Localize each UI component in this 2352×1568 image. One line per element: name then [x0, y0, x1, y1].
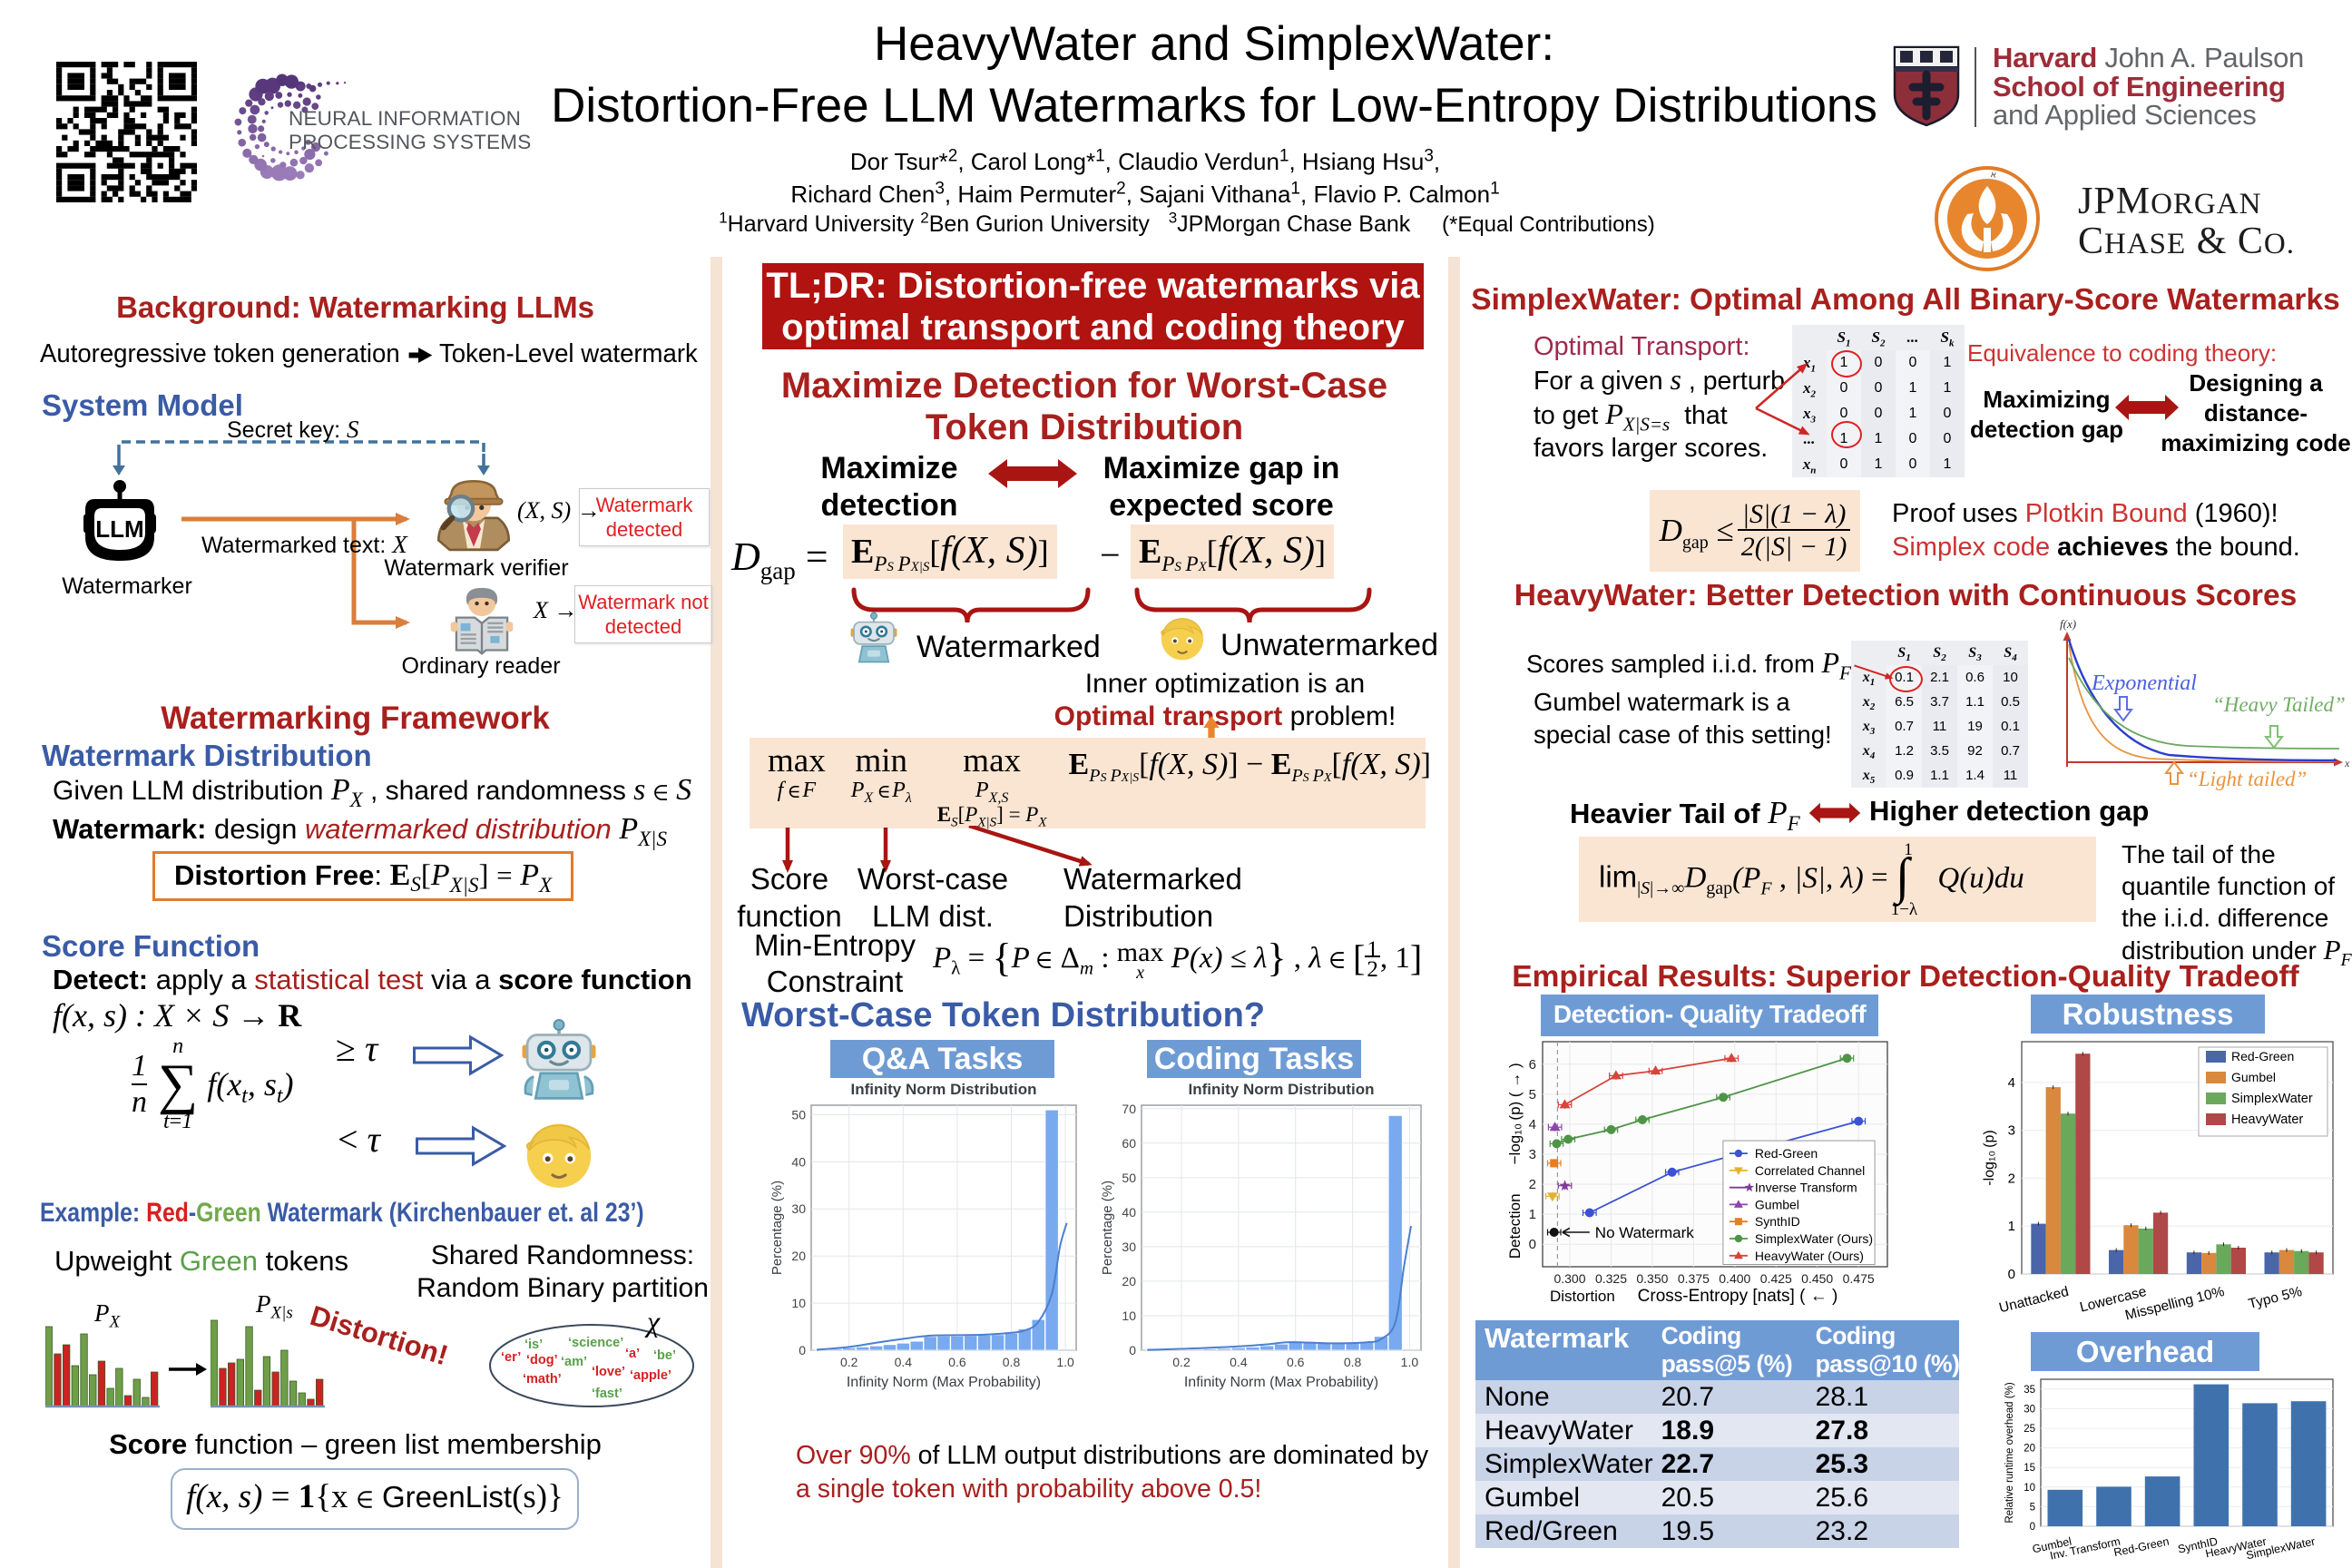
- svg-text:Red-Green: Red-Green: [1755, 1146, 1818, 1161]
- svg-text:0.400: 0.400: [1719, 1271, 1750, 1286]
- svg-text:Gumbel: Gumbel: [1755, 1197, 1799, 1211]
- svg-text:3: 3: [1529, 1147, 1536, 1162]
- svg-text:10: 10: [2024, 1483, 2035, 1494]
- svg-text:Infinity Norm (Max Probability: Infinity Norm (Max Probability): [1184, 1375, 1378, 1390]
- svg-text:Percentage (%): Percentage (%): [769, 1181, 785, 1275]
- svg-text:0.350: 0.350: [1636, 1271, 1668, 1286]
- svg-text:4: 4: [2008, 1075, 2015, 1091]
- svg-text:1.0: 1.0: [1056, 1355, 1074, 1369]
- svg-text:Distortion: Distortion: [1550, 1288, 1615, 1305]
- svg-text:10: 10: [791, 1296, 806, 1310]
- svg-text:60: 60: [1122, 1136, 1136, 1151]
- svg-text:HeavyWater (Ours): HeavyWater (Ours): [1755, 1249, 1864, 1263]
- svg-text:0: 0: [1129, 1343, 1136, 1357]
- svg-text:Detection: Detection: [1506, 1193, 1524, 1259]
- svg-text:Red-Green: Red-Green: [2112, 1535, 2170, 1560]
- svg-text:40: 40: [1122, 1205, 1136, 1220]
- svg-text:6: 6: [1529, 1057, 1536, 1073]
- svg-text:0.475: 0.475: [1843, 1271, 1875, 1286]
- svg-text:2: 2: [1529, 1177, 1536, 1192]
- svg-text:א: א: [1990, 170, 1996, 180]
- svg-text:0.8: 0.8: [1003, 1355, 1021, 1369]
- svg-text:Percentage (%): Percentage (%): [1100, 1181, 1115, 1275]
- svg-text:0.425: 0.425: [1760, 1271, 1792, 1286]
- svg-text:Infinity Norm Distribution: Infinity Norm Distribution: [1189, 1081, 1375, 1098]
- svg-text:SynthID: SynthID: [1755, 1214, 1800, 1229]
- svg-text:15: 15: [2024, 1463, 2035, 1474]
- svg-text:LLM: LLM: [95, 515, 143, 543]
- svg-text:50: 50: [1122, 1171, 1136, 1185]
- svg-text:0.325: 0.325: [1595, 1271, 1627, 1286]
- svg-text:0.2: 0.2: [1172, 1355, 1191, 1369]
- svg-text:20: 20: [2024, 1444, 2035, 1455]
- svg-text:0.2: 0.2: [840, 1355, 858, 1369]
- svg-text:0.300: 0.300: [1553, 1271, 1585, 1286]
- svg-text:Typo 5%: Typo 5%: [2247, 1284, 2304, 1312]
- svg-text:1: 1: [2008, 1219, 2015, 1234]
- svg-text:20: 20: [791, 1249, 806, 1263]
- svg-text:0.6: 0.6: [1287, 1355, 1305, 1369]
- svg-text:4: 4: [1529, 1117, 1536, 1132]
- svg-text:Infinity Norm (Max Probability: Infinity Norm (Max Probability): [847, 1375, 1041, 1390]
- svg-text:Relative runtime overhead (%): Relative runtime overhead (%): [2004, 1382, 2015, 1523]
- svg-text:2: 2: [2008, 1171, 2015, 1186]
- svg-text:0: 0: [2030, 1522, 2035, 1533]
- svg-text:5: 5: [2030, 1502, 2035, 1513]
- svg-text:Cross-Entropy [nats] ( ← ): Cross-Entropy [nats] ( ← ): [1638, 1287, 1838, 1306]
- svg-text:Red-Green: Red-Green: [2231, 1049, 2294, 1063]
- svg-text:1: 1: [1529, 1207, 1536, 1222]
- svg-text:Inverse Transform: Inverse Transform: [1755, 1181, 1857, 1195]
- svg-text:SimplexWater (Ours): SimplexWater (Ours): [1755, 1231, 1873, 1246]
- svg-text:0.450: 0.450: [1801, 1271, 1833, 1286]
- svg-text:3: 3: [2008, 1123, 2015, 1139]
- svg-text:30: 30: [791, 1201, 806, 1216]
- svg-text:0.375: 0.375: [1678, 1271, 1710, 1286]
- svg-text:0.4: 0.4: [895, 1355, 913, 1369]
- svg-text:0: 0: [2008, 1267, 2015, 1282]
- svg-text:Unattacked: Unattacked: [1997, 1284, 2070, 1316]
- svg-text:70: 70: [1122, 1102, 1136, 1116]
- svg-text:Gumbel: Gumbel: [2231, 1070, 2276, 1084]
- svg-text:40: 40: [791, 1154, 806, 1169]
- svg-text:Correlated Channel: Correlated Channel: [1755, 1163, 1865, 1178]
- svg-text:0: 0: [1529, 1237, 1536, 1252]
- svg-text:0.6: 0.6: [948, 1355, 966, 1369]
- svg-text:-log₁₀ (p): -log₁₀ (p): [1982, 1130, 1997, 1185]
- svg-text:30: 30: [1122, 1240, 1136, 1254]
- svg-text:SimplexWater: SimplexWater: [2231, 1092, 2313, 1106]
- svg-text:No Watermark: No Watermark: [1595, 1224, 1694, 1241]
- svg-text:1.0: 1.0: [1401, 1355, 1419, 1369]
- svg-text:25: 25: [2024, 1424, 2035, 1435]
- svg-text:35: 35: [2024, 1385, 2035, 1396]
- svg-text:20: 20: [1122, 1274, 1136, 1289]
- svg-text:30: 30: [2024, 1404, 2035, 1415]
- svg-text:50: 50: [791, 1107, 806, 1122]
- svg-text:HeavyWater: HeavyWater: [2231, 1112, 2303, 1127]
- svg-text:Infinity Norm Distribution: Infinity Norm Distribution: [851, 1081, 1037, 1098]
- svg-text:−log₁₀ (p) ( → ): −log₁₀ (p) ( → ): [1506, 1063, 1524, 1164]
- svg-text:f(x): f(x): [2060, 617, 2076, 631]
- svg-text:0.8: 0.8: [1344, 1355, 1362, 1369]
- svg-text:0.4: 0.4: [1230, 1355, 1248, 1369]
- svg-text:0: 0: [799, 1343, 806, 1357]
- svg-text:10: 10: [1122, 1308, 1136, 1323]
- svg-text:x: x: [2344, 757, 2350, 769]
- svg-text:5: 5: [1529, 1087, 1536, 1102]
